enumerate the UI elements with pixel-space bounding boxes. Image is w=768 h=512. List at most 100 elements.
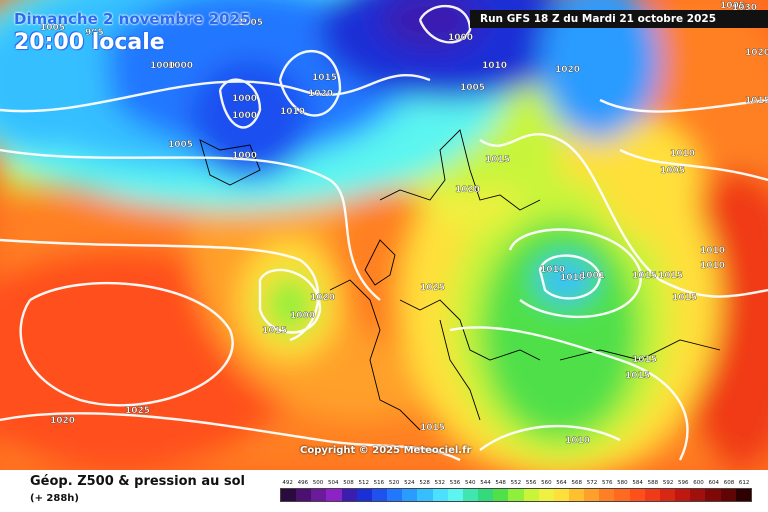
pressure-label: 1010 [560,273,585,283]
legend-swatch [402,489,418,501]
pressure-label: 1000 [232,151,257,161]
legend-swatch [296,489,312,501]
legend-swatch [735,489,751,501]
legend-swatch [720,489,736,501]
pressure-label: 1015 [745,96,768,106]
valid-time: Dimanche 2 novembre 2025 20:00 locale [14,10,251,55]
legend-value: 612 [738,480,750,486]
pressure-label: 1020 [455,185,480,195]
legend-value: 572 [586,480,598,486]
legend-value: 588 [647,480,659,486]
legend-swatch [584,489,600,501]
pressure-label: 1000 [150,61,175,71]
pressure-label: 1005 [660,166,685,176]
valid-hour: 20:00 locale [14,30,165,55]
pressure-label: 1005 [40,23,65,33]
pressure-label: 1015 [312,73,337,83]
pressure-label: 1000 [448,33,473,43]
legend-swatch [568,489,585,501]
legend-value: 524 [404,480,415,486]
legend-value: 492 [282,480,293,486]
run-info-bar: Run GFS 18 Z du Mardi 21 octobre 2025 [470,10,768,28]
pressure-label: 1005 [460,83,485,93]
legend-swatch [326,489,342,501]
legend-value: 548 [495,480,506,486]
legend-swatch [341,489,357,501]
legend-value: 540 [464,480,476,486]
legend-value: 560 [541,480,552,486]
legend-value: 592 [662,480,674,486]
legend-value: 576 [601,480,613,486]
legend-swatch [675,489,691,501]
legend-value: 544 [480,480,491,486]
pressure-label: 1025 [125,406,150,416]
legend-value: 512 [358,480,369,486]
pressure-label: 1020 [555,65,580,75]
legend-value: 532 [434,480,446,486]
pressure-label: 995 [85,28,104,38]
pressure-label: 1010 [565,436,590,446]
pressure-label: 1015 [485,155,510,165]
legend-swatch [493,489,509,501]
legend-swatch [417,489,433,501]
pressure-label: 1025 [420,283,445,293]
legend-value: 508 [343,480,354,486]
legend-swatch [523,489,539,501]
legend-value: 580 [617,480,628,486]
pressure-label: 1010 [280,107,305,117]
legend-swatch [705,489,721,501]
legend-value: 500 [312,480,324,486]
pressure-label: 1010 [700,246,725,256]
legend-swatch [371,489,388,501]
legend-swatch [478,489,494,501]
pressure-label: 1015 [632,271,657,281]
legend-swatch [659,489,676,501]
legend-swatch [538,489,554,501]
pressure-label: 1010 [540,265,565,275]
legend-value: 528 [419,480,430,486]
legend-value: 556 [525,480,537,486]
pressure-label: 1000 [232,94,257,104]
legend-value: 568 [571,480,583,486]
legend-swatch [508,489,524,501]
pressure-label: 1015 [420,423,445,433]
legend-value: 584 [632,480,643,486]
pressure-label: 1010 [482,61,507,71]
pressure-label: 1010 [670,149,695,159]
legend-swatch [462,489,479,501]
pressure-label: 1015 [632,355,657,365]
legend-swatch [356,489,372,501]
legend-swatch [281,489,297,501]
legend-swatch [387,489,403,501]
geopotential-field [0,0,768,470]
copyright-text: Copyright © 2025 Meteociel.fr [300,445,472,456]
pressure-label: 1000 [168,61,193,71]
legend-value: 504 [328,480,339,486]
pressure-label: 1015 [262,326,287,336]
legend-value: 516 [373,480,385,486]
forecast-lead: (+ 288h) [30,493,79,504]
pressure-label: 1001 [580,271,605,281]
isobars [0,5,768,462]
legend-swatch [447,489,463,501]
legend-swatch [629,489,645,501]
pressure-label: 1015 [625,371,650,381]
pressure-label: 1010 [700,261,725,271]
pressure-label: 1015 [658,271,683,281]
legend-value: 520 [388,480,400,486]
legend-swatch [690,489,706,501]
legend-value: 564 [556,480,567,486]
pressure-label: 1015 [672,293,697,303]
pressure-label: 1005 [238,18,263,28]
legend-swatch [432,489,448,501]
legend-swatch [644,489,660,501]
legend-value: 608 [723,480,735,486]
legend-swatch [599,489,615,501]
legend-value: 536 [449,480,461,486]
coastlines [199,129,721,431]
pressure-label: 1005 [720,1,745,11]
legend-value: 600 [693,480,704,486]
pressure-label: 1020 [310,293,335,303]
